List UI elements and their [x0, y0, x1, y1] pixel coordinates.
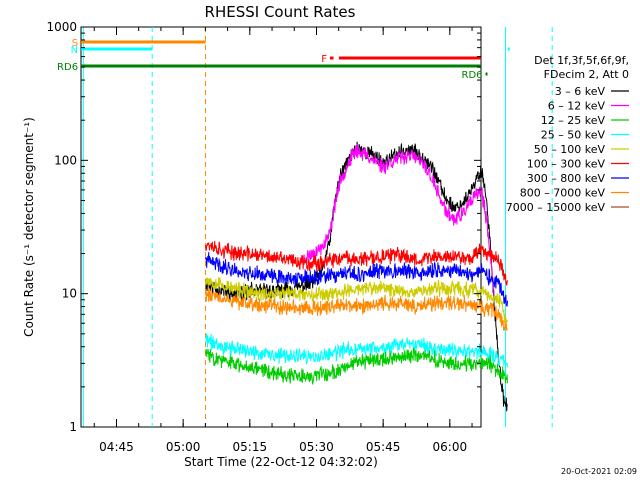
- x-tick-label-1: 05:00: [166, 440, 201, 454]
- x-tick-label-0: 04:45: [99, 440, 134, 454]
- y-tick-label-3: 1000: [46, 20, 77, 34]
- series-line-5: [205, 286, 508, 332]
- legend-label-2: 12 – 25 keV: [541, 114, 606, 127]
- flag-bar-3: [329, 56, 334, 60]
- flag-bar-5: [81, 64, 481, 68]
- x-tick-label-5: 06:00: [433, 440, 468, 454]
- series-line-7: [205, 347, 508, 385]
- legend-label-3: 25 – 50 keV: [541, 129, 606, 142]
- flag-bar-2: [507, 47, 510, 51]
- x-axis-label: Start Time (22-Oct-12 04:32:02): [184, 455, 378, 469]
- vertical-marker-lines: [82, 27, 553, 427]
- x-tick-label-4: 05:45: [366, 440, 401, 454]
- flag-label-6: RD6: [462, 70, 483, 81]
- flag-label-0: S: [72, 38, 78, 49]
- legend-header-detectors: Det 1f,3f,5f,6f,9f,: [534, 54, 629, 67]
- footer-timestamp: 20-Oct-2021 02:09: [561, 467, 637, 476]
- legend-label-6: 300 – 800 keV: [527, 172, 606, 185]
- legend-label-4: 50 – 100 keV: [534, 143, 606, 156]
- plot-frame: [80, 26, 482, 428]
- y-tick-label-0: 1: [69, 420, 77, 434]
- series-line-3: [205, 252, 508, 307]
- y-tick-label-2: 100: [54, 153, 77, 167]
- legend-label-1: 6 – 12 keV: [548, 100, 606, 113]
- legend-label-5: 100 – 300 keV: [527, 158, 606, 171]
- y-tick-label-1: 10: [62, 287, 77, 301]
- flag-label-3: F: [321, 54, 327, 65]
- series-line-2: [205, 240, 508, 286]
- series-line-6: [205, 333, 508, 368]
- legend-label-7: 800 – 7000 keV: [520, 187, 606, 200]
- flag-bar-0: [81, 40, 206, 44]
- y-axis-label: Count Rate (s⁻¹ detector segment⁻¹): [22, 117, 36, 337]
- flag-bars: SN F RD6 RD6: [57, 38, 510, 81]
- legend-header-decimation: FDecim 2, Att 0: [544, 68, 629, 81]
- flag-bar-4: [338, 56, 481, 60]
- flag-label-1: N: [71, 45, 78, 56]
- legend-label-0: 3 – 6 keV: [555, 85, 606, 98]
- legend: Det 1f,3f,5f,6f,9f, FDecim 2, Att 0 3 – …: [506, 54, 629, 214]
- flag-bar-1: [81, 47, 153, 51]
- x-tick-label-2: 05:15: [233, 440, 268, 454]
- series-layer: [205, 141, 508, 412]
- series-line-1: [302, 143, 495, 296]
- x-tick-label-3: 05:30: [299, 440, 334, 454]
- flag-bar-6: [485, 72, 488, 76]
- legend-label-8: 7000 – 15000 keV: [506, 201, 606, 214]
- chart-title: RHESSI Count Rates: [205, 3, 356, 21]
- axes: 1 10 100 1000 04:45 05:00 05:15 05:30 05:45 06:00: [46, 20, 481, 454]
- series-line-4: [205, 277, 508, 325]
- flag-label-5: RD6: [57, 62, 78, 73]
